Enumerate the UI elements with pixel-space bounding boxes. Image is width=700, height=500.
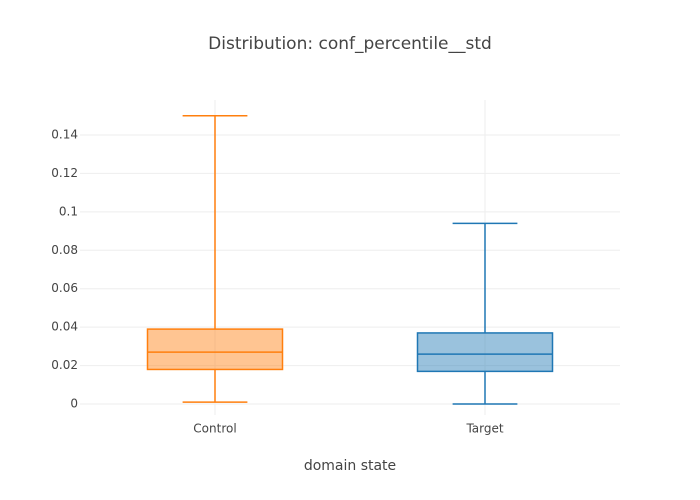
- y-tick-label: 0.08: [51, 243, 78, 257]
- x-axis-title: domain state: [304, 458, 396, 474]
- y-tick-label: 0.02: [51, 358, 78, 372]
- x-tick-label: Control: [193, 422, 236, 436]
- y-tick-label: 0.06: [51, 281, 78, 295]
- y-tick-label: 0: [70, 397, 78, 411]
- y-tick-label: 0.14: [51, 127, 78, 141]
- y-tick-label: 0.12: [51, 166, 78, 180]
- x-tick-label: Target: [465, 422, 503, 436]
- box: [146, 328, 284, 371]
- box: [416, 332, 554, 373]
- chart-title: Distribution: conf_percentile__std: [208, 34, 492, 54]
- y-tick-label: 0.04: [51, 320, 78, 334]
- y-tick-label: 0.1: [59, 204, 78, 218]
